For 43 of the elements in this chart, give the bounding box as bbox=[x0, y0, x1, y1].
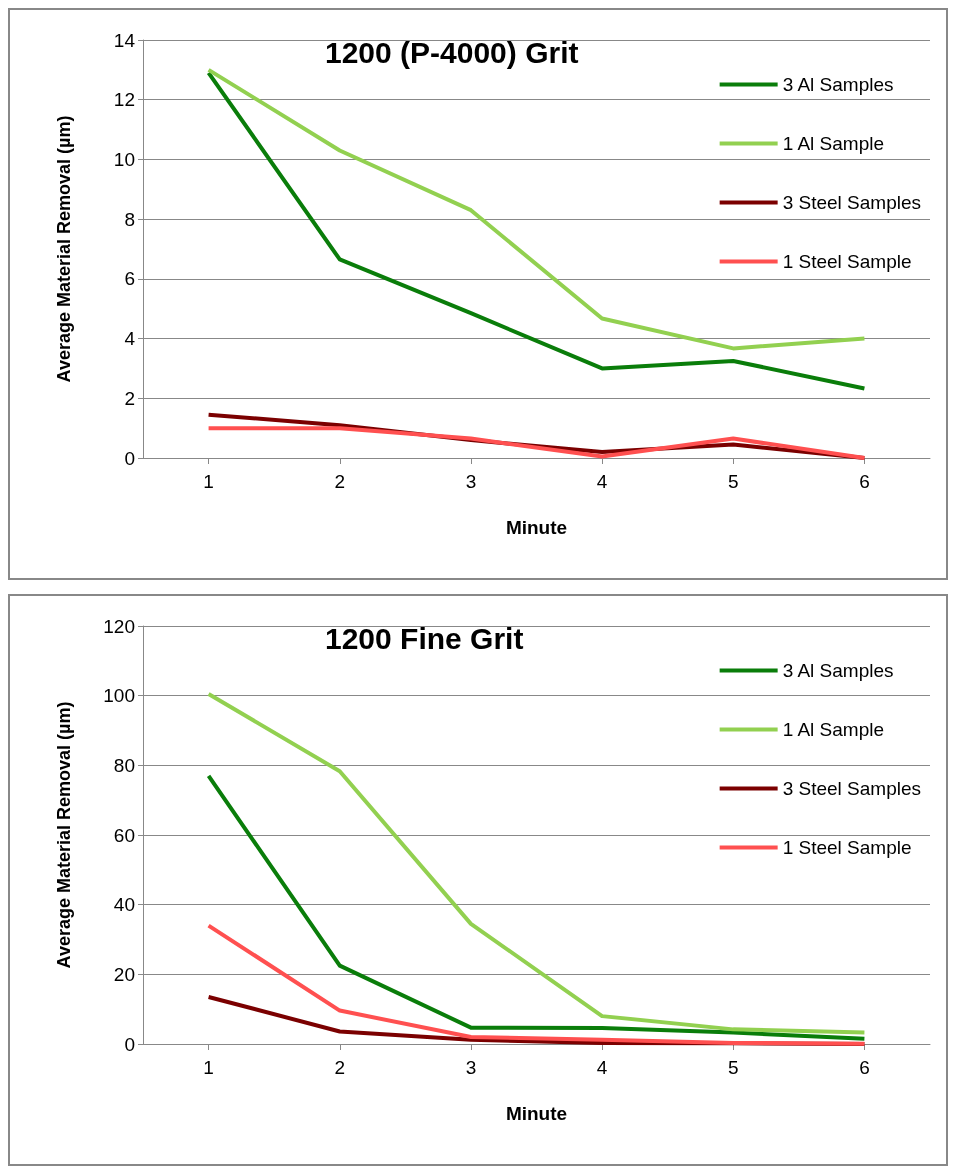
y-tick-label: 14 bbox=[113, 29, 136, 51]
x-tick-label: 4 bbox=[596, 1057, 608, 1078]
x-tick-label: 5 bbox=[727, 471, 739, 492]
y-tick-label: 100 bbox=[103, 685, 135, 707]
y-tick-label: 6 bbox=[124, 268, 135, 290]
y-tick-label: 12 bbox=[113, 89, 135, 111]
y-tick-label: 20 bbox=[113, 963, 135, 985]
chart-title: 1200 (P-4000) Grit bbox=[325, 35, 579, 69]
x-tick-label: 6 bbox=[859, 471, 870, 492]
y-tick-label: 8 bbox=[124, 208, 135, 230]
x-axis-title: Minute bbox=[505, 1103, 568, 1124]
line-series bbox=[206, 426, 867, 460]
y-tick-label: 0 bbox=[124, 447, 135, 469]
legend-label: 1 Al Sample bbox=[782, 719, 885, 740]
x-tick-label: 5 bbox=[727, 1057, 739, 1078]
legend-label: 1 Steel Sample bbox=[782, 837, 912, 858]
x-axis-title: Minute bbox=[505, 517, 568, 538]
line-series bbox=[206, 923, 867, 1046]
legend-label: 3 Al Samples bbox=[782, 74, 894, 95]
legend-label: 3 Steel Samples bbox=[782, 192, 922, 213]
x-tick-label: 3 bbox=[465, 471, 477, 492]
y-axis-title: Average Material Removal (µm) bbox=[54, 701, 74, 969]
y-tick-label: 0 bbox=[124, 1033, 135, 1055]
x-tick-label: 4 bbox=[596, 471, 608, 492]
legend-label: 3 Steel Samples bbox=[782, 778, 922, 799]
y-axis-title: Average Material Removal (µm) bbox=[54, 115, 74, 383]
x-tick-label: 6 bbox=[859, 1057, 870, 1078]
y-tick-label: 10 bbox=[113, 148, 135, 170]
y-tick-label: 80 bbox=[113, 754, 135, 776]
y-tick-label: 60 bbox=[113, 824, 135, 846]
x-tick-label: 1 bbox=[203, 471, 214, 492]
y-tick-label: 2 bbox=[124, 387, 135, 409]
x-tick-label: 1 bbox=[203, 1057, 214, 1078]
legend-label: 3 Al Samples bbox=[782, 660, 894, 681]
x-tick-label: 3 bbox=[465, 1057, 477, 1078]
y-tick-label: 40 bbox=[113, 894, 135, 916]
chart-title: 1200 Fine Grit bbox=[325, 621, 524, 655]
y-tick-label: 120 bbox=[103, 615, 135, 637]
x-tick-label: 2 bbox=[334, 1057, 346, 1078]
x-tick-label: 2 bbox=[334, 471, 346, 492]
legend-label: 1 Al Sample bbox=[782, 133, 885, 154]
y-tick-label: 4 bbox=[124, 328, 136, 350]
legend-label: 1 Steel Sample bbox=[782, 251, 912, 272]
